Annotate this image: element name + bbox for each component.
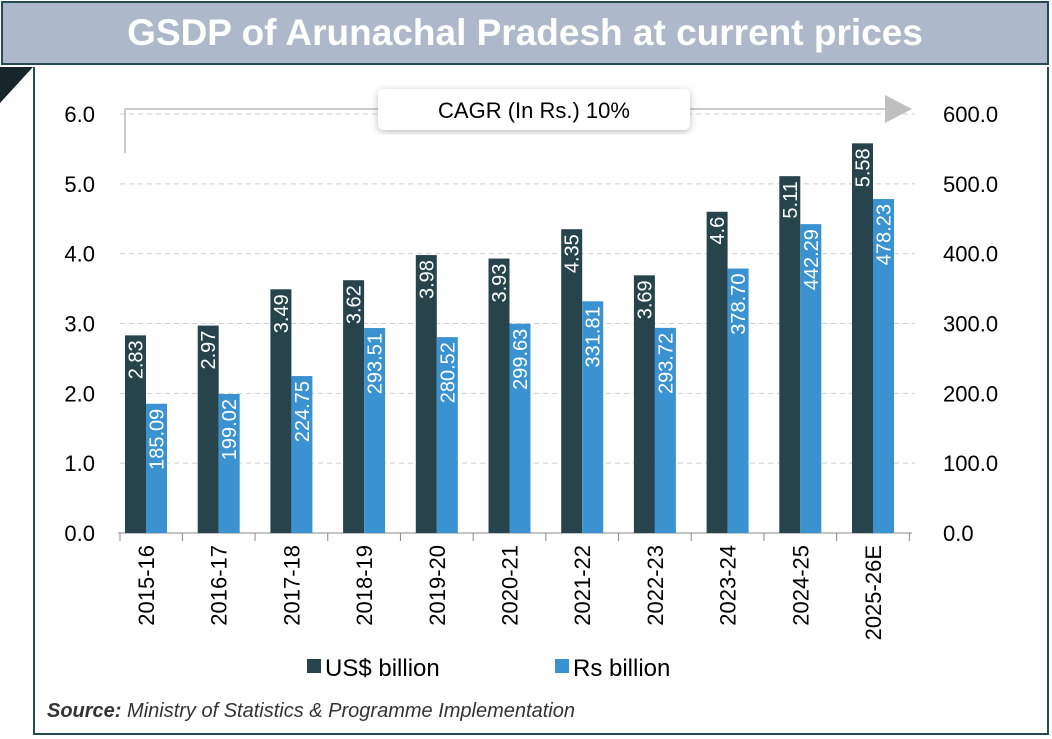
- category-label: 2022-23: [643, 545, 668, 626]
- bar-rs: [873, 199, 894, 533]
- corner-decoration: [0, 67, 33, 103]
- bar-usd: [706, 211, 728, 533]
- legend-label-usd: US$ billion: [325, 655, 440, 682]
- left-tick-label: 4.0: [64, 242, 95, 267]
- category-label: 2023-24: [716, 545, 741, 626]
- data-label-usd: 5.11: [780, 181, 802, 218]
- left-tick-label: 5.0: [64, 172, 95, 197]
- cagr-box: [378, 89, 690, 130]
- bar-usd: [488, 258, 510, 533]
- bar-usd: [343, 280, 365, 533]
- data-label-usd: 3.62: [344, 285, 366, 324]
- data-label-usd: 3.49: [271, 294, 293, 333]
- left-tick-label: 6.0: [64, 102, 95, 127]
- data-label-rs: 280.52: [437, 342, 459, 403]
- data-label-rs: 224.75: [292, 381, 314, 442]
- right-tick-label: 100.0: [943, 451, 998, 476]
- category-label: 2024-25: [788, 545, 813, 626]
- data-label-usd: 4.35: [562, 234, 584, 273]
- bar-usd: [270, 289, 292, 533]
- data-label-usd: 5.58: [853, 148, 875, 187]
- bar-rs: [364, 328, 386, 533]
- data-label-usd: 4.6: [707, 217, 729, 245]
- bar-usd: [197, 325, 219, 533]
- data-label-usd: 2.83: [126, 340, 148, 379]
- category-label: 2021-22: [570, 545, 595, 626]
- source-label: Source:: [47, 700, 122, 722]
- cagr-label: CAGR (In Rs.) 10%: [438, 98, 630, 123]
- bar-rs: [800, 224, 822, 533]
- category-label: 2017-18: [279, 545, 304, 626]
- left-tick-label: 0.0: [64, 521, 95, 546]
- data-label-rs: 185.09: [147, 409, 169, 470]
- right-tick-label: 400.0: [943, 242, 998, 267]
- category-label: 2015-16: [134, 545, 159, 626]
- data-label-usd: 2.97: [198, 331, 220, 370]
- legend-label-rs: Rs billion: [573, 655, 670, 682]
- left-tick-label: 2.0: [64, 381, 95, 406]
- data-label-rs: 293.51: [365, 333, 387, 394]
- data-label-usd: 3.98: [416, 260, 438, 299]
- bar-usd: [415, 255, 437, 533]
- data-label-usd: 3.93: [489, 264, 511, 303]
- bar-rs: [291, 376, 313, 533]
- bar-usd: [633, 275, 655, 533]
- category-label: 2018-19: [352, 545, 377, 626]
- source-text: Ministry of Statistics & Programme Imple…: [127, 700, 575, 722]
- bar-usd: [779, 176, 801, 533]
- data-label-usd: 3.69: [634, 280, 656, 319]
- category-label: 2016-17: [207, 545, 232, 626]
- legend-swatch-usd: [307, 659, 321, 673]
- arrow-head-icon: [885, 95, 912, 123]
- data-label-rs: 293.72: [655, 333, 677, 394]
- data-label-rs: 378.70: [728, 274, 750, 335]
- bar-usd: [125, 335, 146, 533]
- data-label-rs: 442.29: [801, 229, 823, 290]
- category-label: 2020-21: [498, 545, 523, 626]
- bar-rs: [582, 301, 604, 533]
- legend-swatch-rs: [555, 659, 569, 673]
- right-tick-label: 200.0: [943, 381, 998, 406]
- data-label-rs: 331.81: [583, 306, 605, 367]
- category-label: 2019-20: [425, 545, 450, 626]
- chart-title: GSDP of Arunachal Pradesh at current pri…: [1, 1, 1049, 65]
- bar-rs: [727, 268, 749, 533]
- right-tick-label: 0.0: [943, 521, 974, 546]
- bar-rs: [218, 394, 240, 533]
- right-tick-label: 500.0: [943, 172, 998, 197]
- bar-rs: [436, 337, 458, 533]
- bar-usd: [852, 143, 873, 533]
- bar-rs: [146, 403, 167, 533]
- panel-frame: [33, 67, 1049, 735]
- data-label-rs: 478.23: [874, 204, 896, 265]
- right-tick-label: 300.0: [943, 312, 998, 337]
- right-tick-label: 600.0: [943, 102, 998, 127]
- bar-rs: [654, 327, 676, 533]
- left-tick-label: 3.0: [64, 312, 95, 337]
- source-note: Source: Ministry of Statistics & Program…: [47, 700, 575, 723]
- bar-usd: [561, 229, 583, 533]
- data-label-rs: 199.02: [219, 399, 241, 460]
- left-tick-label: 1.0: [64, 451, 95, 476]
- category-label: 2025-26E: [861, 545, 886, 640]
- bar-rs: [509, 323, 531, 533]
- data-label-rs: 299.63: [510, 329, 532, 390]
